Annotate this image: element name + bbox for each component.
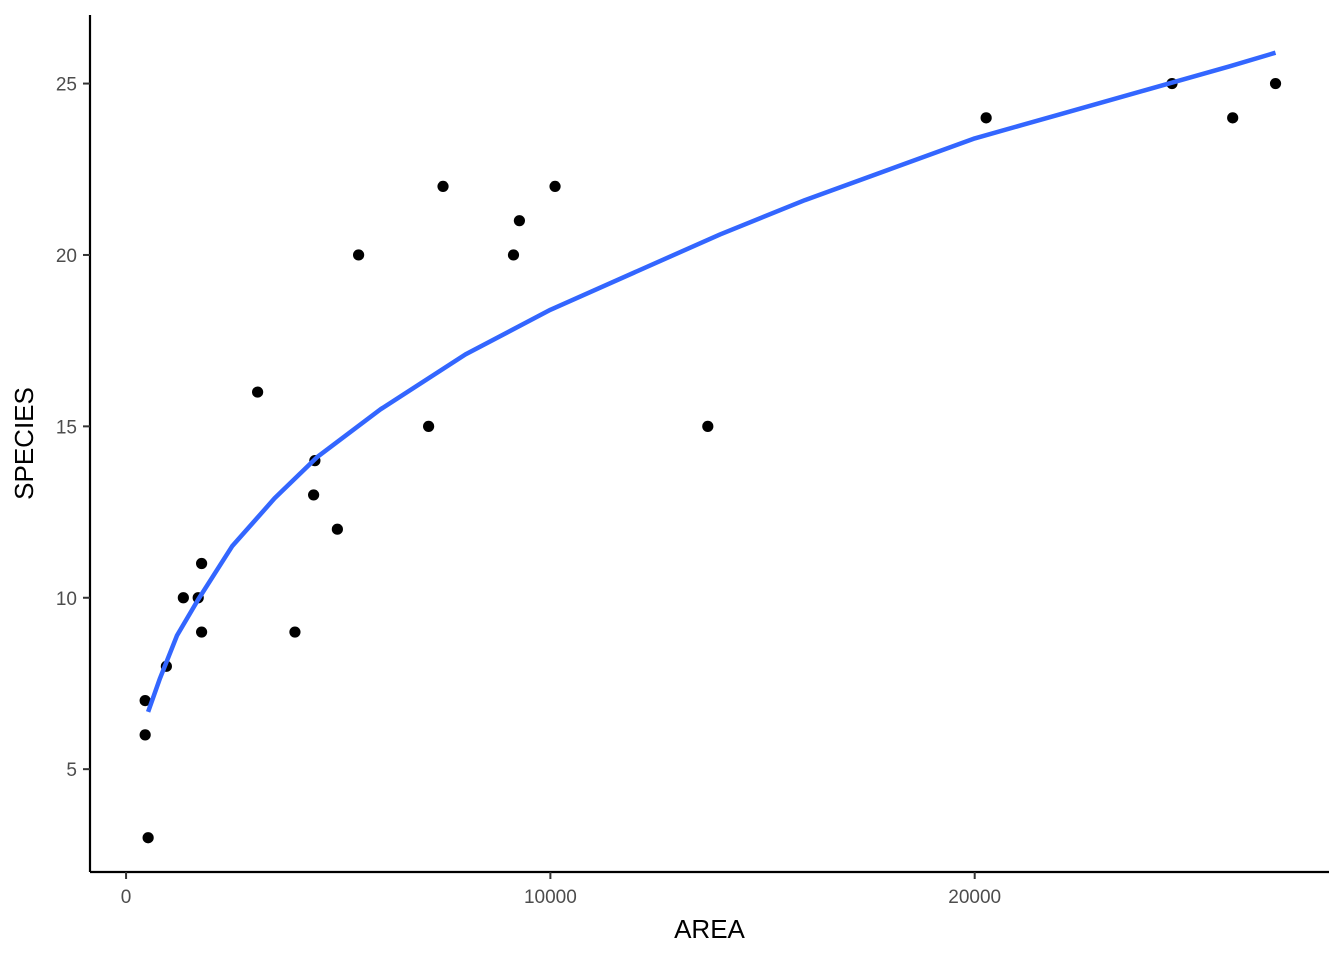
data-point <box>177 592 189 604</box>
data-point <box>549 180 561 192</box>
data-point <box>195 626 208 638</box>
data-point <box>139 695 151 707</box>
data-point <box>142 832 154 844</box>
fitted-curve <box>145 50 1277 713</box>
y-axis-title: SPECIES <box>9 387 39 500</box>
x-tick-label: 0 <box>121 887 132 908</box>
data-point <box>702 420 714 432</box>
plot-area <box>139 50 1282 844</box>
data-point <box>437 180 449 192</box>
data-point <box>513 215 526 227</box>
x-tick-label: 20000 <box>948 887 1001 908</box>
y-tick-label: 25 <box>56 75 77 96</box>
x-axis-ticks: 0 10000 20000 <box>121 872 1001 908</box>
y-tick-label: 20 <box>56 246 77 267</box>
y-tick-label: 5 <box>66 760 77 781</box>
data-point <box>423 420 435 432</box>
data-point <box>352 249 365 261</box>
data-point <box>980 112 992 124</box>
x-axis-title: AREA <box>674 914 745 944</box>
y-tick-label: 15 <box>56 417 77 438</box>
data-point <box>507 249 520 261</box>
data-point <box>1227 112 1239 124</box>
y-tick-label: 10 <box>56 589 77 610</box>
x-tick-label: 10000 <box>524 887 577 908</box>
data-point <box>252 386 264 398</box>
data-point <box>195 557 208 570</box>
y-axis-ticks: 5 10 15 20 25 <box>56 75 90 781</box>
data-point <box>308 489 320 501</box>
data-point <box>289 626 301 638</box>
data-point <box>1269 77 1282 90</box>
data-point <box>139 729 151 741</box>
data-point <box>331 523 343 535</box>
